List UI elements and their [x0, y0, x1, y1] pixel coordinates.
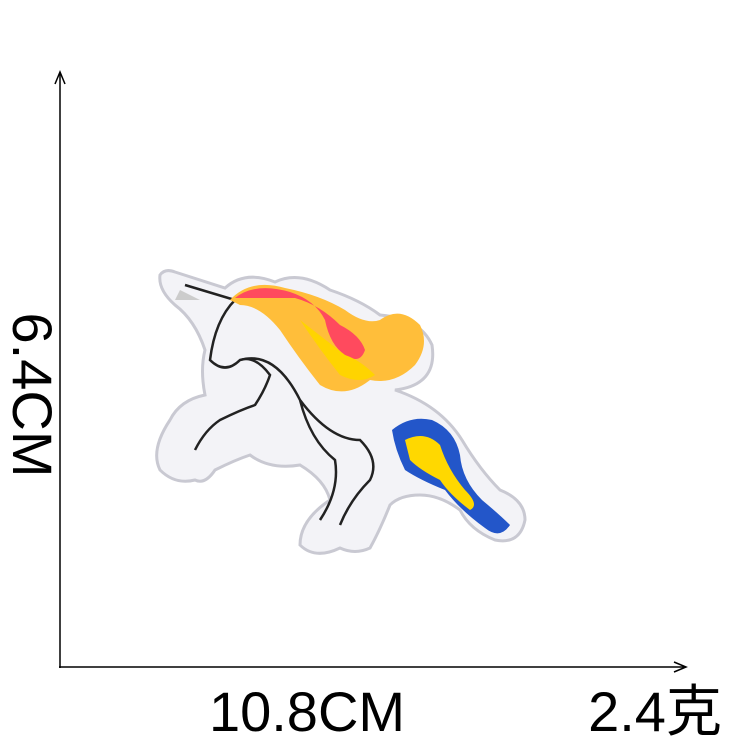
unicorn-patch [155, 269, 527, 555]
height-arrow [54, 70, 66, 85]
weight-label: 2.4克 [588, 680, 722, 743]
width-label: 10.8CM [209, 680, 405, 743]
height-label: 6.4CM [1, 313, 64, 478]
width-arrow [673, 661, 688, 673]
